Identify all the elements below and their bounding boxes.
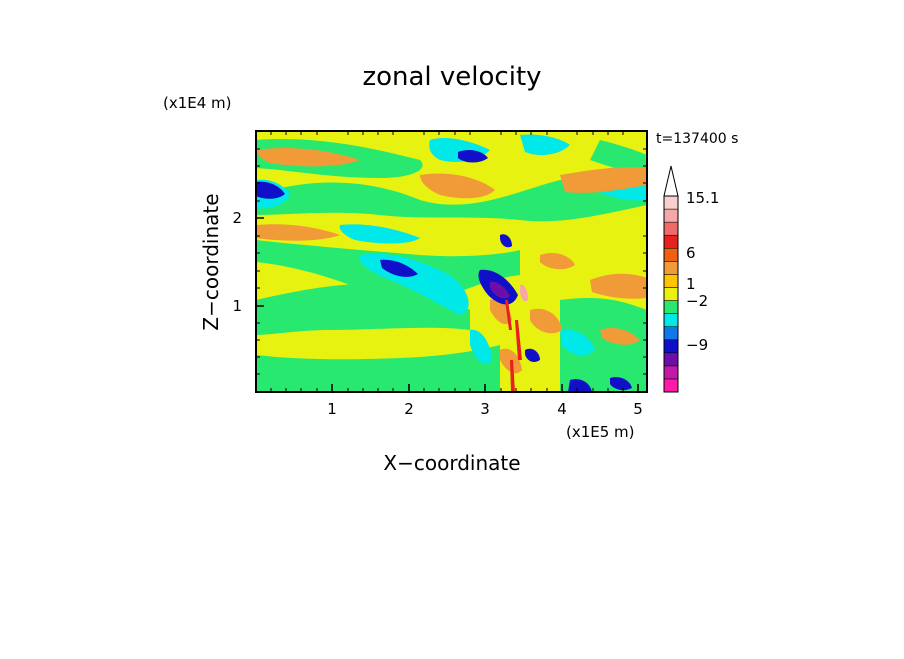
colorbar-segment <box>663 365 679 380</box>
colorbar-label: −9 <box>686 336 708 354</box>
colorbar-segment <box>663 313 679 327</box>
colorbar-segment <box>663 261 679 275</box>
x-tick-label: 4 <box>557 400 567 418</box>
colorbar-segment <box>663 300 679 314</box>
colorbar-segment <box>663 221 679 236</box>
y-tick-label: 1 <box>232 297 242 315</box>
colorbar-segment <box>663 287 679 301</box>
colorbar-segment <box>663 195 679 210</box>
colorbar-segment <box>663 248 679 262</box>
x-scale-label: (x1E5 m) <box>566 423 635 441</box>
colorbar-segment <box>663 208 679 223</box>
y-tick-label: 2 <box>232 209 242 227</box>
colorbar-top-arrow <box>663 165 679 197</box>
colorbar-label: 15.1 <box>686 189 719 207</box>
x-tick-label: 1 <box>327 400 337 418</box>
colorbar <box>663 195 679 393</box>
y-axis-label: Z−coordinate <box>199 193 223 330</box>
plot-frame <box>255 130 648 393</box>
colorbar-frame <box>663 195 679 393</box>
colorbar-segment <box>663 274 679 288</box>
y-minor-ticks <box>256 148 647 375</box>
x-tick-label: 5 <box>633 400 643 418</box>
x-axis-label: X−coordinate <box>383 451 520 475</box>
colorbar-segment <box>663 339 679 354</box>
x-tick-label: 2 <box>404 400 414 418</box>
time-label: t=137400 s <box>656 131 738 147</box>
colorbar-segment <box>663 234 679 249</box>
colorbar-label: 1 <box>686 275 696 293</box>
x-tick-label: 3 <box>480 400 490 418</box>
colorbar-segment <box>663 326 679 340</box>
heatmap-field <box>256 131 647 392</box>
colorbar-label: 6 <box>686 244 696 262</box>
y-scale-label: (x1E4 m) <box>163 94 232 112</box>
colorbar-segment <box>663 378 679 393</box>
chart-title: zonal velocity <box>362 62 541 92</box>
x-minor-ticks <box>270 131 624 392</box>
colorbar-label: −2 <box>686 292 708 310</box>
colorbar-segment <box>663 352 679 367</box>
